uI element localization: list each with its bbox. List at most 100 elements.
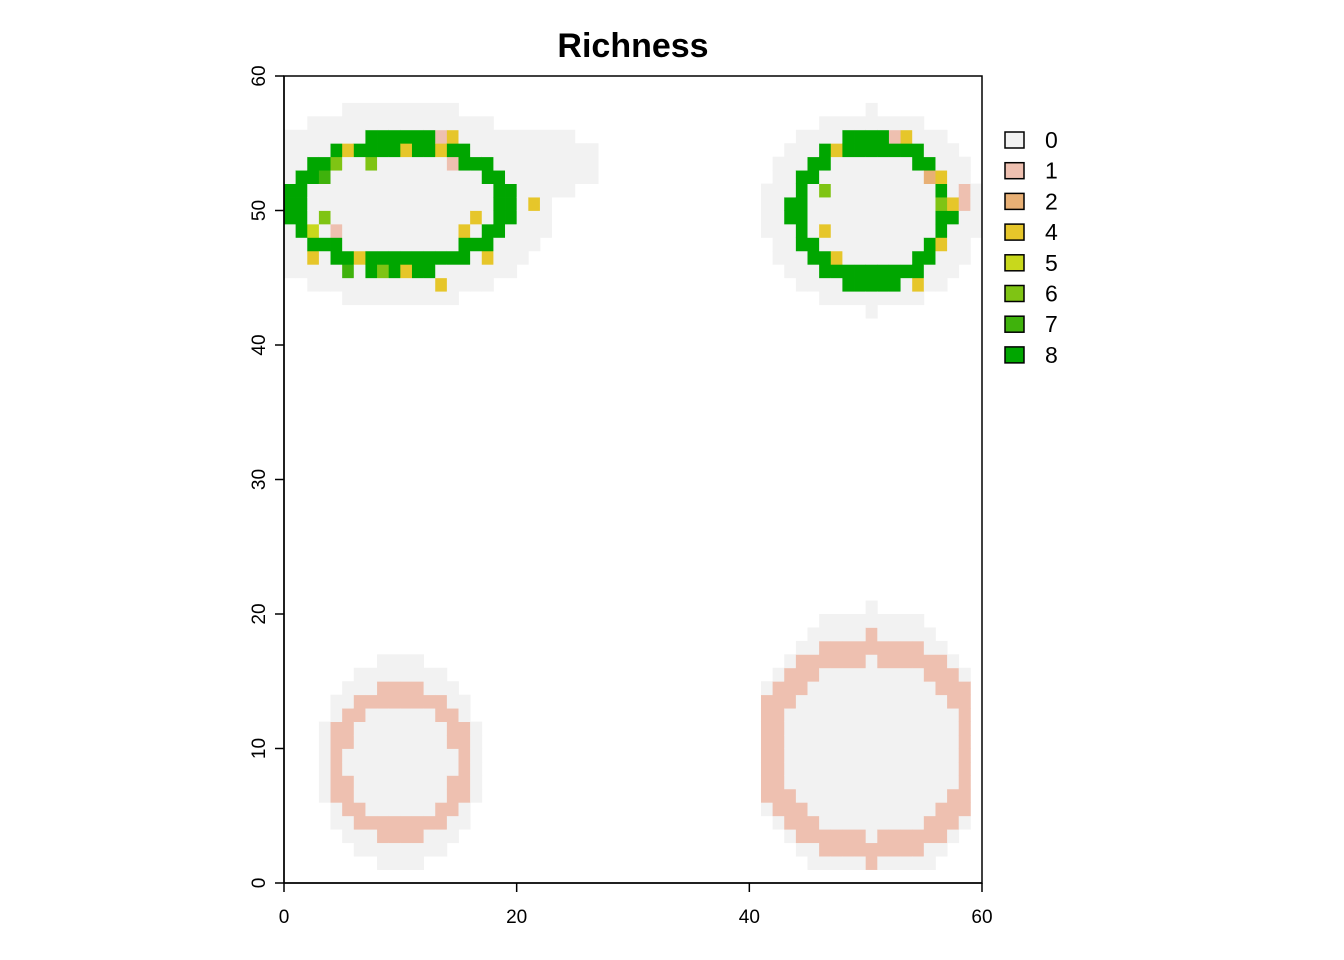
raster-cell <box>342 129 355 144</box>
raster-cell <box>446 277 459 292</box>
raster-cell <box>330 264 343 279</box>
raster-cell <box>830 761 843 776</box>
raster-cell <box>842 210 855 225</box>
raster-cell <box>935 708 948 722</box>
raster-cell <box>411 183 424 198</box>
raster-cell <box>377 735 390 749</box>
raster-cell <box>446 721 459 736</box>
raster-cell <box>446 102 459 117</box>
raster-cell <box>760 694 773 709</box>
raster-cell <box>842 237 855 252</box>
y-tick-label: 0 <box>249 878 270 889</box>
raster-cell <box>830 829 843 844</box>
raster-cell <box>411 761 424 776</box>
raster-cell <box>307 223 320 238</box>
raster-cell <box>760 197 773 211</box>
raster-cell <box>923 210 936 225</box>
raster-cell <box>888 829 901 844</box>
raster-cell <box>947 183 960 198</box>
raster-cell <box>807 197 820 211</box>
raster-cell <box>330 761 343 776</box>
raster-cell <box>365 667 378 682</box>
raster-cell <box>888 735 901 749</box>
raster-cell <box>865 277 878 292</box>
raster-cell <box>830 250 843 265</box>
raster-cell <box>795 681 808 696</box>
raster-cell <box>365 143 378 158</box>
raster-cell <box>423 842 436 857</box>
raster-cell <box>481 183 494 198</box>
raster-cell <box>935 223 948 238</box>
raster-cell <box>923 277 936 292</box>
raster-cell <box>935 681 948 696</box>
raster-cell <box>900 170 913 184</box>
raster-cell <box>865 788 878 803</box>
raster-cell <box>470 223 483 238</box>
raster-cell <box>330 156 343 171</box>
raster-cell <box>947 775 960 790</box>
raster-cell <box>807 210 820 225</box>
raster-cell <box>377 156 390 171</box>
raster-cell <box>388 102 401 117</box>
raster-cell <box>842 277 855 292</box>
raster-cell <box>923 667 936 682</box>
raster-cell <box>807 170 820 184</box>
raster-cell <box>819 116 832 131</box>
raster-cell <box>865 223 878 238</box>
raster-cell <box>435 681 448 696</box>
raster-cell <box>842 775 855 790</box>
raster-cell <box>446 788 459 803</box>
raster-cell <box>877 694 890 709</box>
raster-cell <box>795 640 808 655</box>
raster-cell <box>528 129 541 144</box>
raster-cell <box>807 667 820 682</box>
raster-cell <box>458 277 471 292</box>
raster-cell <box>795 788 808 803</box>
raster-cell <box>377 667 390 682</box>
raster-cell <box>795 654 808 669</box>
raster-cell <box>493 129 506 144</box>
raster-cell <box>458 264 471 279</box>
raster-cell <box>865 170 878 184</box>
raster-cell <box>760 775 773 790</box>
raster-cell <box>539 183 552 198</box>
raster-cell <box>365 788 378 803</box>
raster-cell <box>318 223 331 238</box>
raster-cell <box>470 210 483 225</box>
raster-cell <box>842 143 855 158</box>
raster-cell <box>307 129 320 144</box>
raster-cell <box>795 721 808 736</box>
raster-cell <box>888 291 901 306</box>
raster-cell <box>307 116 320 131</box>
raster-cell <box>470 183 483 198</box>
raster-cell <box>435 721 448 736</box>
raster-cell <box>365 102 378 117</box>
raster-cell <box>842 197 855 211</box>
raster-cell <box>458 143 471 158</box>
raster-cell <box>365 250 378 265</box>
raster-cell <box>842 183 855 198</box>
raster-cell <box>563 183 576 198</box>
raster-cell <box>947 143 960 158</box>
raster-cell <box>842 129 855 144</box>
raster-cell <box>912 694 925 709</box>
raster-cell <box>539 143 552 158</box>
raster-cell <box>865 761 878 776</box>
raster-cell <box>888 237 901 252</box>
raster-cell <box>854 291 867 306</box>
raster-cell <box>318 788 331 803</box>
raster-cell <box>830 721 843 736</box>
raster-cell <box>760 735 773 749</box>
raster-cell <box>865 708 878 722</box>
raster-cell <box>784 788 797 803</box>
raster-cell <box>330 223 343 238</box>
raster-cell <box>377 237 390 252</box>
raster-cell <box>958 694 971 709</box>
raster-cell <box>400 842 413 857</box>
raster-cell <box>854 264 867 279</box>
raster-cell <box>865 614 878 628</box>
raster-cell <box>900 681 913 696</box>
raster-cell <box>865 250 878 265</box>
raster-cell <box>842 802 855 817</box>
raster-cell <box>318 735 331 749</box>
